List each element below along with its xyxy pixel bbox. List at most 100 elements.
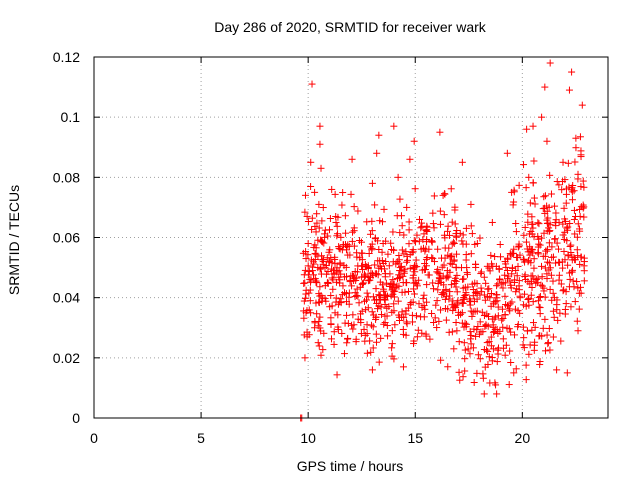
- data-point: [466, 295, 474, 303]
- data-point: [440, 211, 448, 219]
- data-point: [491, 253, 499, 261]
- data-point: [523, 125, 531, 133]
- data-point: [444, 363, 452, 371]
- data-point: [349, 325, 357, 333]
- data-point: [540, 193, 548, 201]
- data-point: [333, 232, 341, 240]
- data-point: [380, 320, 388, 328]
- data-point: [503, 149, 511, 157]
- data-point: [579, 204, 587, 212]
- data-point: [560, 286, 568, 294]
- data-point: [430, 318, 438, 326]
- data-point: [442, 316, 450, 324]
- data-point: [369, 344, 377, 352]
- data-point: [493, 291, 501, 299]
- data-point: [319, 294, 327, 302]
- data-point: [422, 332, 430, 340]
- y-tick-label: 0.1: [61, 109, 81, 125]
- data-point: [395, 282, 403, 290]
- data-point: [331, 190, 339, 198]
- data-point: [387, 282, 395, 290]
- data-point: [379, 218, 387, 226]
- data-point: [543, 245, 551, 253]
- data-point: [476, 318, 484, 326]
- data-point: [569, 277, 577, 285]
- data-point: [469, 344, 477, 352]
- data-point: [397, 267, 405, 275]
- data-point: [504, 275, 512, 283]
- data-point: [413, 280, 421, 288]
- data-point: [564, 251, 572, 259]
- data-point: [301, 208, 309, 216]
- data-point: [534, 243, 542, 251]
- data-point: [544, 339, 552, 347]
- data-point: [534, 297, 542, 305]
- data-point: [528, 213, 536, 221]
- data-point: [462, 291, 470, 299]
- data-point: [421, 260, 429, 268]
- data-point: [530, 346, 538, 354]
- data-point: [512, 228, 520, 236]
- data-point: [361, 272, 369, 280]
- data-point: [334, 213, 342, 221]
- data-point: [489, 328, 497, 336]
- data-point: [329, 276, 337, 284]
- data-point: [444, 227, 452, 235]
- data-point: [431, 314, 439, 322]
- data-point: [447, 185, 455, 193]
- data-point: [534, 219, 542, 227]
- data-point: [409, 246, 417, 254]
- data-point: [368, 240, 376, 248]
- data-point: [399, 363, 407, 371]
- data-point: [453, 271, 461, 279]
- data-point: [313, 219, 321, 227]
- data-point: [394, 297, 402, 305]
- data-point: [437, 306, 445, 314]
- data-point: [355, 299, 363, 307]
- data-point: [499, 314, 507, 322]
- data-point: [455, 338, 463, 346]
- data-point: [342, 263, 350, 271]
- data-point: [504, 302, 512, 310]
- data-point: [493, 282, 501, 290]
- data-point: [513, 253, 521, 261]
- data-point: [569, 181, 577, 189]
- data-point: [548, 243, 556, 251]
- data-point: [516, 309, 524, 317]
- data-point: [393, 275, 401, 283]
- data-point: [476, 234, 484, 242]
- data-point: [542, 247, 550, 255]
- data-point: [417, 313, 425, 321]
- data-point: [546, 59, 554, 67]
- data-point: [431, 258, 439, 266]
- data-point: [495, 265, 503, 273]
- data-point: [551, 219, 559, 227]
- data-point: [312, 244, 320, 252]
- data-point: [336, 245, 344, 253]
- data-point: [415, 237, 423, 245]
- data-point: [481, 363, 489, 371]
- data-point: [449, 307, 457, 315]
- data-point: [307, 182, 315, 190]
- data-point: [356, 310, 364, 318]
- data-point: [374, 271, 382, 279]
- data-point: [395, 274, 403, 282]
- data-point: [319, 346, 327, 354]
- data-point: [350, 203, 358, 211]
- data-point: [363, 321, 371, 329]
- data-point: [564, 261, 572, 269]
- data-point: [524, 295, 532, 303]
- data-point: [440, 261, 448, 269]
- data-point: [467, 250, 475, 258]
- data-point: [561, 310, 569, 318]
- data-point: [507, 358, 515, 366]
- data-point: [360, 325, 368, 333]
- data-point: [398, 246, 406, 254]
- data-point: [563, 224, 571, 232]
- data-point: [442, 292, 450, 300]
- data-point: [546, 346, 554, 354]
- data-point: [375, 131, 383, 139]
- data-point: [528, 326, 536, 334]
- data-point: [463, 270, 471, 278]
- data-point: [453, 250, 461, 258]
